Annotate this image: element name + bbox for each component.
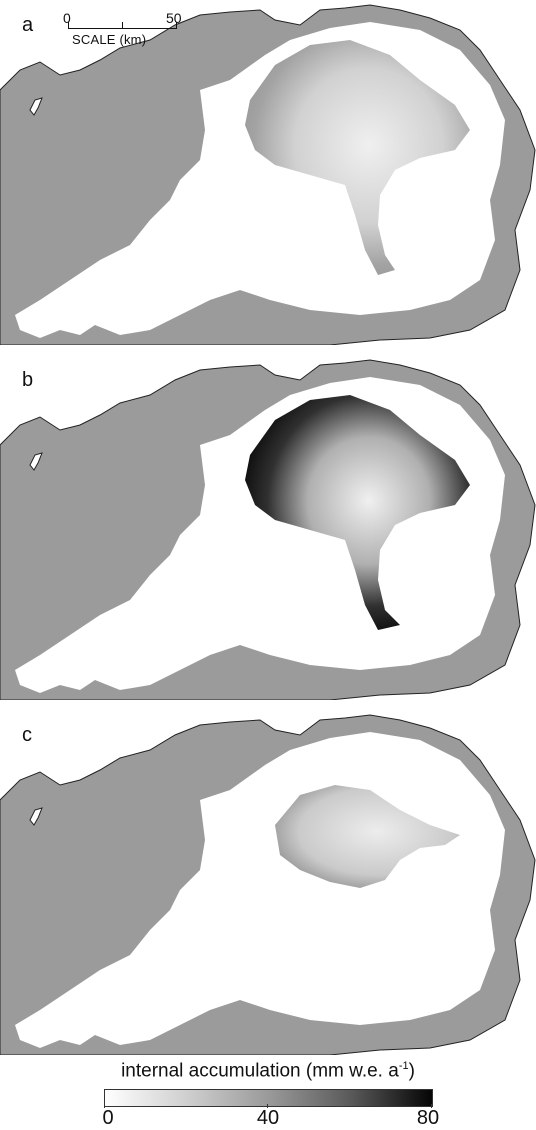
inlet — [29, 452, 43, 471]
map-panel-b: b — [0, 355, 536, 700]
panel-label-a: a — [22, 14, 34, 36]
map-c — [0, 714, 536, 1055]
accumulation-zone — [245, 40, 470, 275]
panel-label-c: c — [22, 724, 32, 746]
colorbar-tick — [104, 1104, 105, 1108]
scale-tick — [122, 22, 123, 29]
scale-end: 50 — [166, 10, 182, 26]
scale-bar: 0 50 SCALE (km) — [60, 10, 190, 54]
colorbar: internal accumulation (mm w.e. a-1) 0 40… — [0, 1058, 536, 1129]
colorbar-gradient — [104, 1089, 433, 1107]
colorbar-title: internal accumulation (mm w.e. a-1) — [121, 1060, 415, 1082]
colorbar-label-40: 40 — [256, 1107, 280, 1129]
accumulation-zone — [245, 395, 470, 630]
scale-start: 0 — [63, 10, 71, 26]
map-panel-c: c — [0, 710, 536, 1055]
panel-label-b: b — [22, 369, 34, 391]
map-panel-a: a 0 50 SCALE (km) — [0, 0, 536, 345]
colorbar-tick — [267, 1104, 268, 1108]
inlet — [29, 807, 43, 826]
scale-tick — [68, 22, 69, 29]
inlet — [29, 97, 43, 116]
colorbar-label-80: 80 — [416, 1107, 440, 1129]
map-a — [0, 4, 536, 345]
colorbar-label-0: 0 — [102, 1107, 114, 1129]
scale-title: SCALE (km) — [72, 32, 147, 47]
colorbar-tick — [431, 1104, 432, 1108]
map-b — [0, 359, 536, 700]
scale-tick — [176, 22, 177, 29]
accumulation-zone — [275, 785, 460, 888]
